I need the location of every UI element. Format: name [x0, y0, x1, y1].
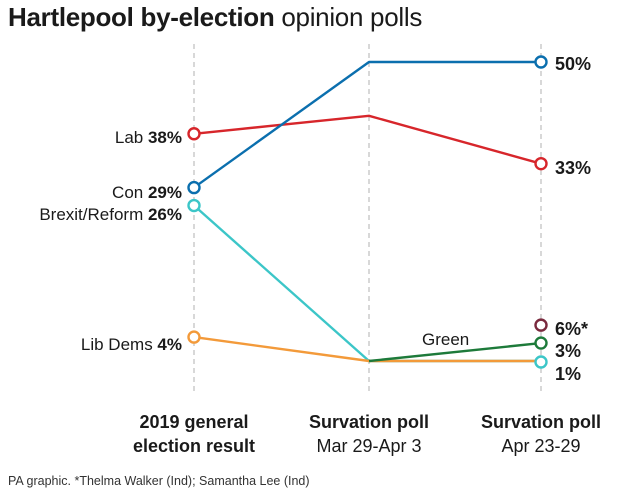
series-start-value: 29% [148, 183, 182, 202]
series-end-label: 6%* [555, 319, 588, 339]
series-point [187, 198, 201, 213]
series-name-green: Green [422, 330, 469, 349]
series-start-label: Lib Dems 4% [81, 335, 182, 354]
x-axis-labels: 2019 general election result Survation pol… [133, 412, 601, 456]
x-tick-label: election result [133, 436, 255, 456]
chart-title-bold: Hartlepool by-election [8, 2, 275, 32]
series-point [187, 127, 201, 141]
series-start-value: 38% [148, 128, 182, 147]
series-start-label: Lab 38% [115, 128, 182, 147]
series-point [534, 318, 548, 332]
series-start-label: Brexit/Reform 26% [39, 205, 182, 224]
series-labels: Lab 38%Con 29%Brexit/Reform 26%Lib Dems … [39, 54, 591, 384]
series-point [534, 156, 548, 171]
series-start-value: 26% [148, 205, 182, 224]
series-end-label: 50% [555, 54, 591, 74]
series-name: Lib Dems [81, 335, 158, 354]
chart-title: Hartlepool by-election opinion polls [8, 2, 422, 33]
series-name: Brexit/Reform [39, 205, 148, 224]
line-chart: Lab 38%Con 29%Brexit/Reform 26%Lib Dems … [39, 44, 601, 456]
series-point [534, 55, 548, 69]
x-tick-label: 2019 general [139, 412, 248, 432]
series-end-label: 1% [555, 364, 581, 384]
x-tick-label: Mar 29-Apr 3 [316, 436, 421, 456]
footnote: PA graphic. *Thelma Walker (Ind); Samant… [8, 474, 310, 488]
series-point [534, 355, 548, 369]
series-start-label: Con 29% [112, 183, 182, 202]
series-start-value: 4% [157, 335, 182, 354]
series-end-label: 3% [555, 341, 581, 361]
series-point [534, 336, 548, 350]
series-line-4 [368, 341, 542, 363]
series-point [187, 180, 201, 195]
series-lines [193, 60, 542, 363]
chart-title-rest: opinion polls [274, 2, 423, 32]
x-tick-label: Apr 23-29 [501, 436, 580, 456]
grid-lines [193, 44, 542, 395]
series-line-0 [193, 114, 542, 165]
series-end-label: 33% [555, 158, 591, 178]
series-point [187, 330, 201, 344]
x-tick-label: Survation poll [309, 412, 429, 432]
series-name: Con [112, 183, 148, 202]
series-line-1 [193, 60, 541, 189]
series-points [187, 55, 548, 369]
x-tick-label: Survation poll [481, 412, 601, 432]
series-name: Lab [115, 128, 148, 147]
series-line-2 [193, 204, 541, 363]
